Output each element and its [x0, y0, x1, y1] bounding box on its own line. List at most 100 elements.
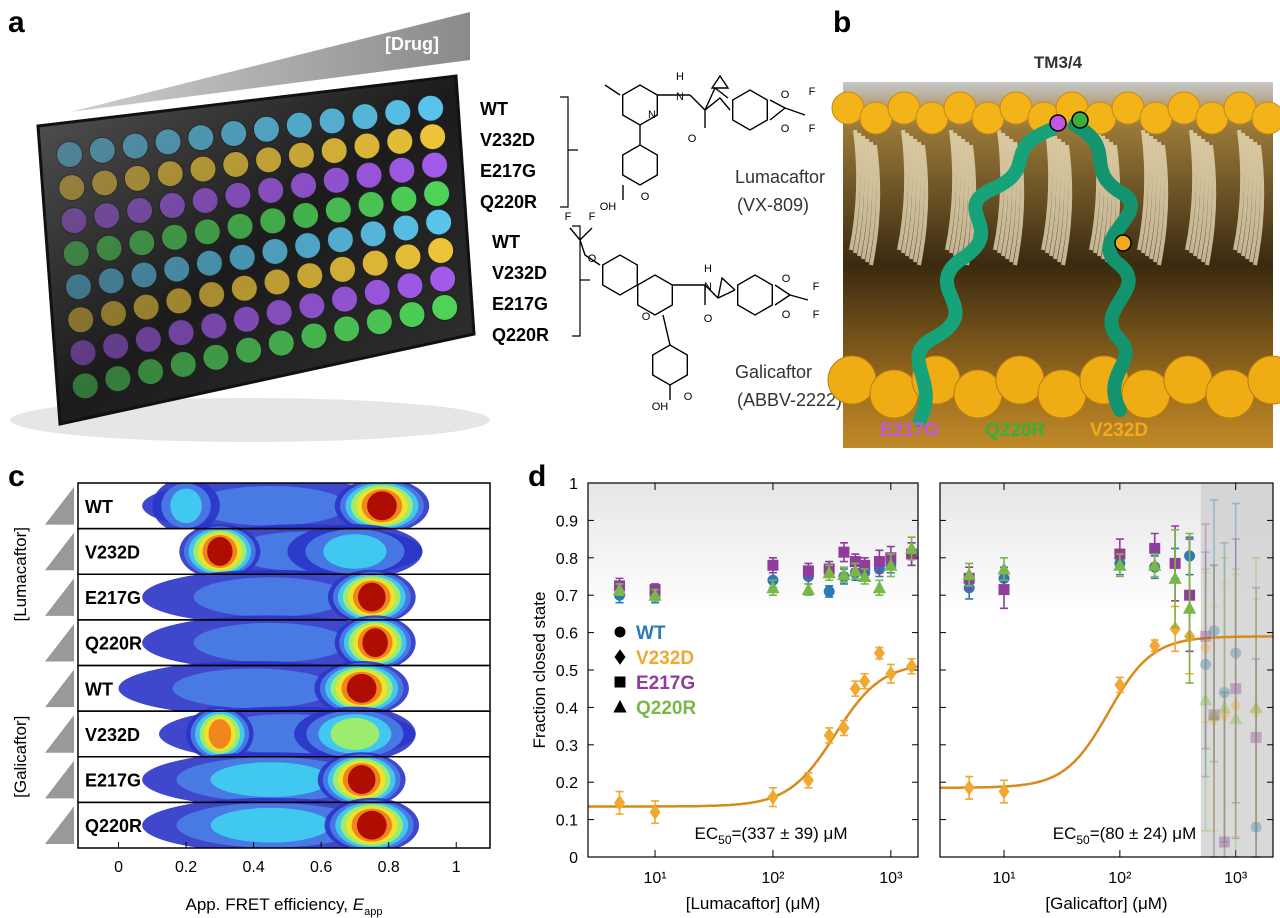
- mutation-label: Q220R: [985, 420, 1045, 441]
- mutation-label: V232D: [1090, 420, 1148, 441]
- well: [162, 224, 188, 250]
- row-label: Q220R: [492, 325, 549, 345]
- well: [385, 99, 411, 125]
- x-tick-label: 10²: [761, 870, 785, 887]
- heat-contour: [211, 808, 331, 843]
- lipid-head: [944, 92, 976, 124]
- chem-bond: [603, 255, 638, 295]
- chem-bond: [623, 145, 658, 185]
- compound-code: (VX-809): [737, 195, 809, 215]
- well: [332, 286, 358, 312]
- well: [253, 116, 279, 142]
- y-tick-label: 0: [569, 850, 578, 867]
- well: [157, 161, 183, 187]
- heat-contour: [348, 765, 376, 794]
- concentration-ramp: [45, 487, 74, 525]
- atom-label: O: [641, 191, 650, 203]
- compound-code: (ABBV-2222): [737, 390, 842, 410]
- legend-label: Q220R: [636, 698, 696, 719]
- y-tick-label: 0.9: [556, 513, 578, 530]
- atom-label: O: [781, 89, 790, 101]
- well: [264, 269, 290, 295]
- lipid-head: [1122, 370, 1170, 418]
- lipid-head: [996, 356, 1044, 404]
- lipid-head: [972, 102, 1004, 134]
- well: [201, 313, 227, 339]
- legend-label: E217G: [636, 673, 695, 694]
- well: [418, 95, 444, 121]
- data-point: [803, 565, 814, 576]
- chem-bond: [653, 345, 688, 385]
- panel-label: c: [8, 460, 25, 493]
- atom-label: O: [588, 253, 597, 265]
- lipid-head: [1168, 92, 1200, 124]
- y-axis-label: Fraction closed state: [530, 592, 549, 749]
- x-tick-label: 0.6: [310, 859, 332, 876]
- y-tick-label: 0.3: [556, 738, 578, 755]
- atom-label: F: [565, 211, 572, 223]
- data-point: [999, 584, 1010, 595]
- x-axis-label-text: App. FRET efficiency,: [186, 895, 353, 914]
- concentration-ramp: [45, 624, 74, 662]
- well: [432, 294, 458, 320]
- well: [358, 192, 384, 218]
- group-label: [Galicaftor]: [11, 716, 30, 798]
- legend-label: V232D: [636, 648, 694, 669]
- lipid-head: [1038, 370, 1086, 418]
- well: [159, 192, 185, 218]
- well: [94, 203, 120, 229]
- well: [135, 326, 161, 352]
- y-tick-label: 0.2: [556, 775, 578, 792]
- row-label: E217G: [492, 294, 548, 314]
- well: [164, 256, 190, 282]
- well: [194, 219, 220, 245]
- well: [389, 157, 415, 183]
- y-tick-label: 0.6: [556, 626, 578, 643]
- ec50-sub: 50: [718, 833, 732, 847]
- lipid-head: [1000, 92, 1032, 124]
- mutation-site: [1050, 115, 1066, 131]
- data-point: [874, 556, 885, 567]
- well: [199, 282, 225, 308]
- data-point: [838, 547, 849, 558]
- well: [391, 186, 417, 212]
- well: [352, 104, 378, 130]
- well: [89, 137, 115, 163]
- ec50-text: =(80 ± 24) μM: [1090, 824, 1197, 843]
- row-label: WT: [85, 497, 113, 517]
- well: [430, 266, 456, 292]
- group-label: [Lumacaftor]: [11, 527, 30, 622]
- well: [256, 147, 282, 173]
- atom-label: N: [704, 281, 712, 293]
- well: [166, 288, 192, 314]
- well: [59, 175, 85, 201]
- well: [133, 294, 159, 320]
- well: [168, 320, 194, 346]
- well: [236, 337, 262, 363]
- well: [397, 273, 423, 299]
- legend-marker: [615, 677, 626, 688]
- x-axis-label: [Galicaftor] (μM): [1045, 894, 1167, 913]
- well: [196, 250, 222, 276]
- heat-contour: [170, 488, 202, 523]
- legend-label: WT: [636, 623, 666, 644]
- heat-contour: [357, 811, 387, 840]
- atom-label: N: [648, 109, 656, 121]
- well: [221, 120, 247, 146]
- well: [262, 238, 288, 264]
- well: [188, 125, 214, 151]
- panel-label: d: [528, 460, 546, 493]
- heat-contour: [193, 577, 347, 617]
- heat-contour: [367, 491, 397, 520]
- well: [65, 274, 91, 300]
- atom-label: O: [688, 133, 697, 145]
- atom-label: O: [782, 309, 791, 321]
- well: [260, 208, 286, 234]
- y-tick-label: 0.7: [556, 588, 578, 605]
- y-tick-label: 0.5: [556, 663, 578, 680]
- x-tick-label: 10²: [1108, 870, 1132, 887]
- lipid-head: [828, 356, 876, 404]
- chem-bond: [638, 275, 673, 315]
- x-tick-label: 0.4: [242, 859, 264, 876]
